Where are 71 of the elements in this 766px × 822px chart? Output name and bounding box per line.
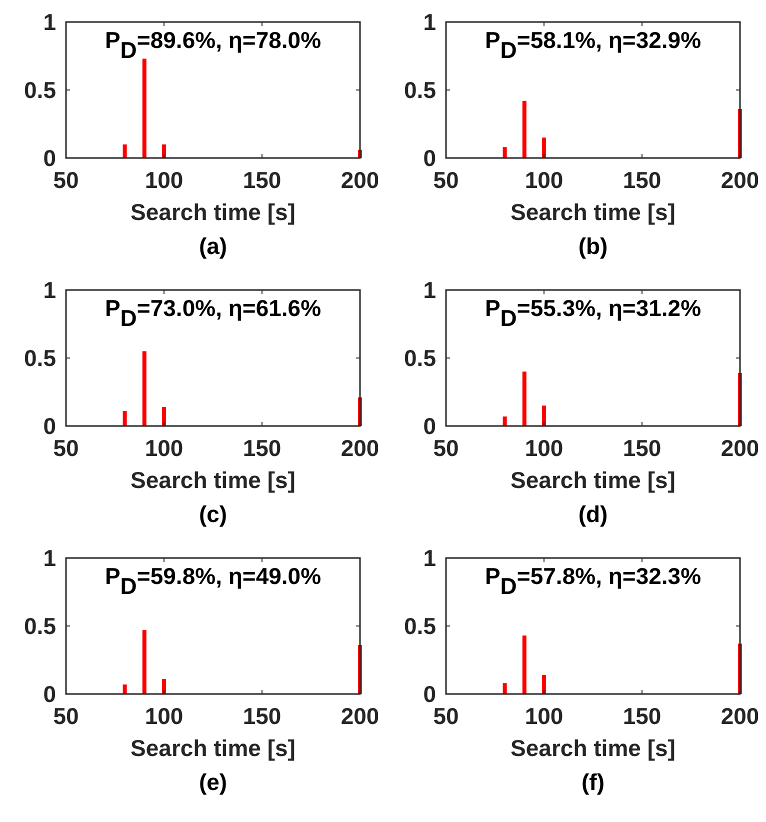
x-tick-label: 150 xyxy=(622,167,662,193)
x-tick-label: 100 xyxy=(144,435,184,461)
y-tick-label: 0 xyxy=(43,413,56,439)
y-tick-label: 1 xyxy=(43,277,56,303)
x-tick-label: 200 xyxy=(720,435,760,461)
y-tick-label: 0.5 xyxy=(404,345,436,371)
bar xyxy=(502,147,507,158)
text: (f) xyxy=(582,769,604,795)
bar xyxy=(522,100,526,158)
x-tick-label: 150 xyxy=(622,703,662,729)
bar xyxy=(142,351,146,426)
x-tick-label: 100 xyxy=(524,167,564,193)
x-axis-title: Search time [s] xyxy=(130,467,296,493)
x-tick-label: 150 xyxy=(622,435,662,461)
bar xyxy=(522,372,526,426)
x-tick-label: 150 xyxy=(242,703,282,729)
x-tick-label: 200 xyxy=(340,435,380,461)
x-tick-label: 200 xyxy=(340,703,380,729)
x-axis-title: Search time [s] xyxy=(130,199,296,225)
bar xyxy=(122,684,127,694)
x-tick-label: 150 xyxy=(242,435,282,461)
y-tick-label: 1 xyxy=(423,9,436,35)
bar xyxy=(502,683,507,694)
x-tick-label: 50 xyxy=(53,167,79,193)
bar xyxy=(122,411,127,426)
x-tick-label: 200 xyxy=(720,703,760,729)
text: (e) xyxy=(198,769,228,795)
bar xyxy=(142,630,146,694)
x-axis-title: Search time [s] xyxy=(130,735,296,761)
y-tick-label: 0.5 xyxy=(24,345,56,371)
bar xyxy=(502,416,507,426)
x-tick-label: 50 xyxy=(53,435,79,461)
x-tick-label: 150 xyxy=(242,167,282,193)
y-tick-label: 1 xyxy=(43,545,56,571)
bar xyxy=(162,406,166,426)
y-tick-label: 0 xyxy=(43,145,56,171)
text: (b) xyxy=(578,233,608,259)
text: (a) xyxy=(198,233,228,259)
x-tick-label: 100 xyxy=(524,435,564,461)
x-axis-title: Search time [s] xyxy=(510,199,676,225)
y-tick-label: 0.5 xyxy=(24,613,56,639)
y-tick-label: 1 xyxy=(423,545,436,571)
x-tick-label: 200 xyxy=(720,167,760,193)
y-tick-label: 0.5 xyxy=(404,613,436,639)
x-tick-label: 100 xyxy=(144,167,184,193)
y-tick-label: 0.5 xyxy=(404,77,436,103)
x-tick-label: 100 xyxy=(524,703,564,729)
y-tick-label: 1 xyxy=(423,277,436,303)
x-axis-title: Search time [s] xyxy=(510,735,676,761)
y-tick-label: 0 xyxy=(43,681,56,707)
bar xyxy=(542,138,546,158)
y-tick-label: 1 xyxy=(43,9,56,35)
x-tick-label: 50 xyxy=(53,703,79,729)
y-tick-label: 0 xyxy=(423,681,436,707)
x-tick-label: 50 xyxy=(433,435,459,461)
bar xyxy=(162,679,166,694)
x-tick-label: 100 xyxy=(144,703,184,729)
x-tick-label: 50 xyxy=(433,167,459,193)
y-tick-label: 0 xyxy=(423,413,436,439)
x-tick-label: 50 xyxy=(433,703,459,729)
bar xyxy=(522,636,526,694)
bar xyxy=(142,58,146,158)
y-tick-label: 0 xyxy=(423,145,436,171)
bar xyxy=(122,144,127,158)
x-tick-label: 200 xyxy=(340,167,380,193)
text: (d) xyxy=(578,501,608,527)
text: (c) xyxy=(198,501,228,527)
y-tick-label: 0.5 xyxy=(24,77,56,103)
x-axis-title: Search time [s] xyxy=(510,467,676,493)
bar xyxy=(542,406,546,426)
bar xyxy=(542,674,546,694)
